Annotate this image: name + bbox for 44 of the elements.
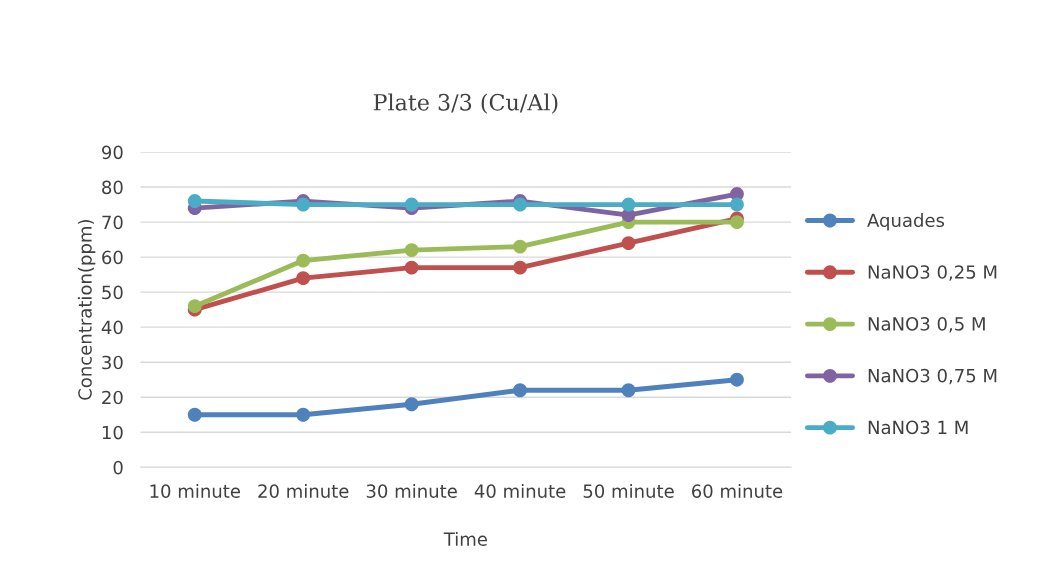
point <box>513 383 528 398</box>
point <box>187 194 202 208</box>
y-tick-label: 90 <box>102 145 123 160</box>
x-tick-label: 50 minute <box>583 483 674 498</box>
point <box>730 372 744 387</box>
x-tick-label: 30 minute <box>366 483 457 498</box>
point <box>513 197 528 212</box>
y-tick-label: 50 <box>102 285 123 300</box>
point <box>296 253 311 268</box>
y-tick-label: 40 <box>101 320 123 335</box>
legend-label: NaNO3 0,75 M <box>868 368 997 385</box>
x-tick-label: 10 minute <box>150 483 240 498</box>
y-tick-label: 80 <box>102 180 123 195</box>
point <box>730 197 744 212</box>
x-tick-label: 60 minute <box>692 483 783 498</box>
y-tick-label: 70 <box>102 215 123 230</box>
chart-title: Plate 3/3 (Cu/Al) <box>373 93 558 114</box>
point <box>296 271 311 286</box>
point <box>621 197 636 212</box>
point <box>513 260 528 275</box>
point <box>296 197 311 212</box>
legend-label: NaNO3 0,25 M <box>868 265 997 281</box>
point <box>621 383 636 398</box>
point <box>404 397 419 412</box>
point <box>404 260 419 275</box>
point <box>621 236 636 251</box>
legend-label: NaNO3 1 M <box>868 420 968 435</box>
y-tick-label: 30 <box>102 355 123 370</box>
y-axis-title: Concentration(ppm) <box>77 220 96 400</box>
point <box>404 243 419 258</box>
legend-label: NaNO3 0,5 M <box>868 317 985 333</box>
point <box>187 407 202 422</box>
legend-label: Aquades <box>867 213 945 231</box>
point <box>513 239 528 254</box>
y-tick-label: 60 <box>102 250 123 265</box>
point <box>730 215 744 230</box>
point <box>404 197 419 212</box>
x-tick-label: 40 minute <box>474 483 566 498</box>
x-axis-title: Time <box>443 531 487 546</box>
x-tick-label: 20 minute <box>258 483 349 498</box>
y-tick-label: 20 <box>102 390 123 405</box>
y-tick-label: 10 <box>102 425 123 440</box>
y-tick-label: 0 <box>113 460 123 475</box>
point <box>296 407 311 422</box>
